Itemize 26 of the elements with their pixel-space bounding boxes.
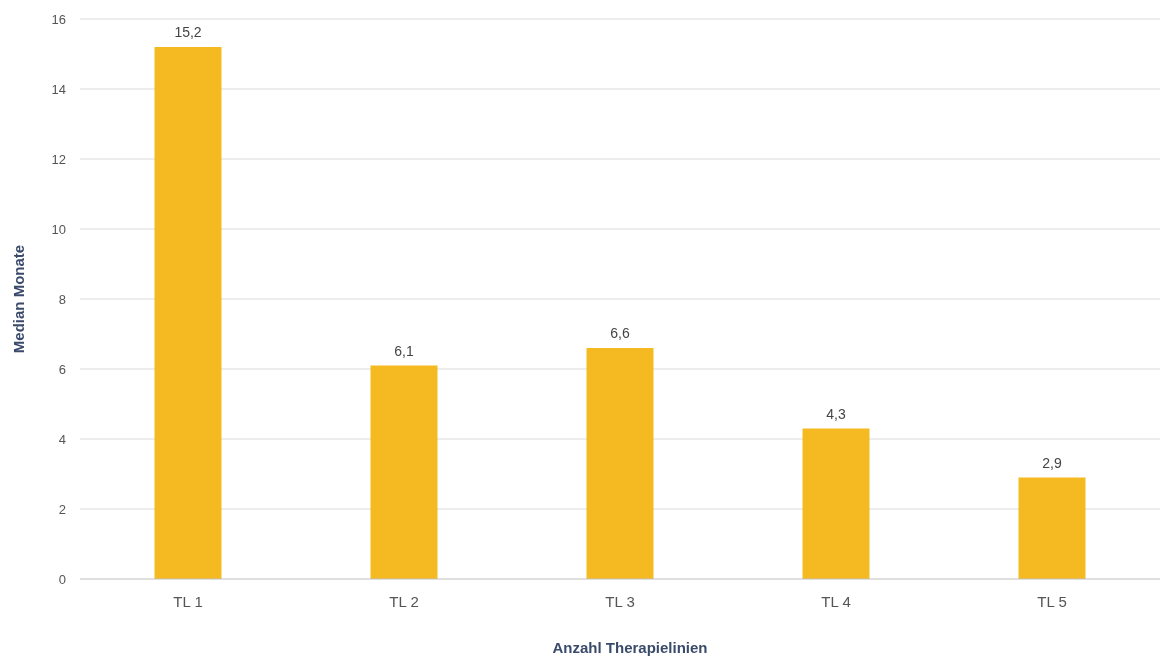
x-tick-label: TL 4 (821, 593, 851, 610)
data-label: 4,3 (826, 405, 846, 422)
y-tick-label: 12 (51, 151, 66, 167)
x-tick-label: TL 1 (173, 593, 203, 610)
data-label: 2,9 (1042, 454, 1062, 471)
bar (586, 348, 654, 579)
x-tick-label: TL 3 (605, 593, 635, 610)
x-tick-label: TL 5 (1037, 593, 1067, 610)
x-axis-title: Anzahl Therapielinien (552, 639, 708, 656)
bar (154, 47, 222, 579)
y-tick-label: 10 (51, 221, 66, 237)
data-label: 6,1 (394, 342, 414, 359)
y-tick-label: 6 (58, 361, 66, 377)
y-tick-label: 4 (58, 431, 66, 447)
y-tick-label: 2 (58, 501, 66, 517)
y-tick-label: 16 (51, 11, 66, 27)
y-tick-label: 14 (51, 81, 66, 97)
bar (370, 365, 438, 579)
bar (1018, 477, 1086, 579)
y-tick-label: 8 (58, 291, 66, 307)
x-tick-label: TL 2 (389, 593, 419, 610)
data-label: 6,6 (610, 325, 630, 341)
y-tick-label: 0 (58, 571, 66, 587)
data-label: 15,2 (174, 24, 202, 40)
y-axis-title: Median Monate (10, 244, 27, 354)
bar (802, 428, 870, 579)
